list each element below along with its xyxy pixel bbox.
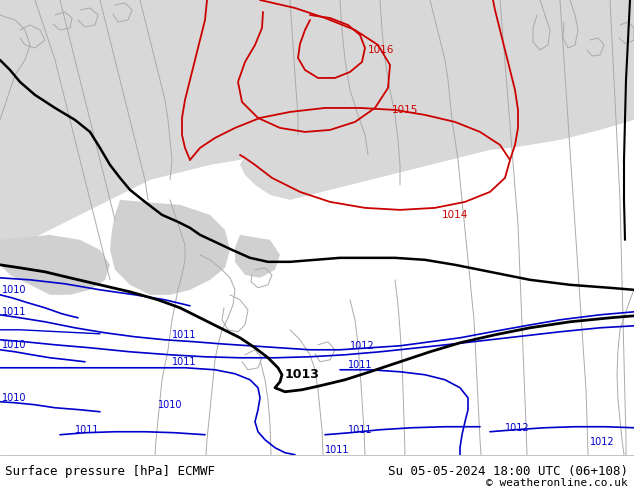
Text: 1014: 1014 [442,210,469,220]
Polygon shape [0,235,110,295]
Text: 1011: 1011 [348,425,373,435]
Text: 1011: 1011 [172,330,197,340]
Text: 1011: 1011 [172,357,197,367]
Text: 1010: 1010 [2,340,27,350]
Text: 1015: 1015 [392,105,418,115]
Text: Surface pressure [hPa] ECMWF: Surface pressure [hPa] ECMWF [5,465,215,478]
Text: 1013: 1013 [285,368,320,381]
Text: Su 05-05-2024 18:00 UTC (06+108): Su 05-05-2024 18:00 UTC (06+108) [387,465,628,478]
Text: © weatheronline.co.uk: © weatheronline.co.uk [486,478,628,488]
Text: 1012: 1012 [350,341,375,351]
Text: 1011: 1011 [325,445,349,455]
Text: 1016: 1016 [368,45,394,55]
Polygon shape [235,235,280,278]
Text: 1010: 1010 [158,400,183,410]
Polygon shape [200,0,634,200]
Polygon shape [110,200,230,295]
Text: 1011: 1011 [75,425,100,435]
Text: 1011: 1011 [2,307,27,317]
Text: 1011: 1011 [348,360,373,370]
Text: 1010: 1010 [2,393,27,403]
Text: 1012: 1012 [505,423,529,433]
Text: 1012: 1012 [590,437,614,447]
Polygon shape [0,0,295,250]
Text: 1010: 1010 [2,285,27,295]
